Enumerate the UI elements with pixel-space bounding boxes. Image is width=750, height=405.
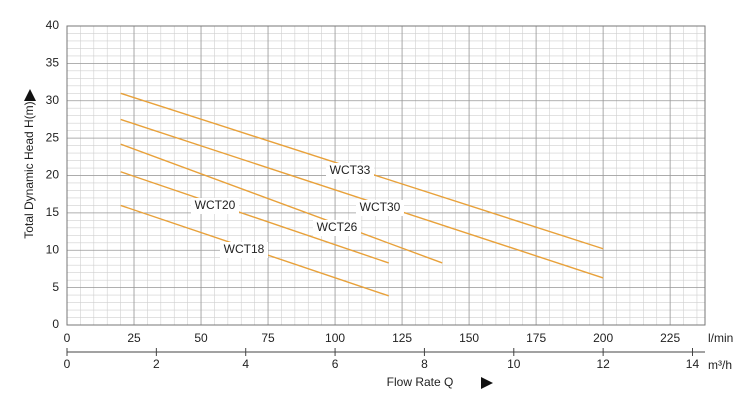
curve-label: WCT20 [195,198,236,212]
y-tick-label: 40 [46,18,60,32]
x-tick-label: 0 [64,331,71,345]
y-tick-label: 15 [46,205,60,219]
label-box [326,163,374,179]
x2-tick-label: 12 [596,357,610,371]
x-tick-label: 200 [593,331,613,345]
y-tick-label: 25 [46,130,60,144]
curve [120,118,604,279]
curve-label: WCT18 [224,242,265,256]
x-tick-label: 25 [127,331,141,345]
x2-tick-label: 2 [153,357,160,371]
y-tick-label: 30 [46,93,60,107]
y-tick-label: 0 [52,317,59,331]
y-arrow [24,89,36,101]
y-tick-label: 10 [46,242,60,256]
x-tick-label: 225 [660,331,680,345]
x-tick-label: 50 [194,331,208,345]
label-box [191,198,239,214]
x-tick-label: 125 [392,331,412,345]
x2-tick-label: 14 [686,357,700,371]
y-tick-label: 20 [46,168,60,182]
x-tick-label: 75 [261,331,275,345]
x2-tick-label: 8 [421,357,428,371]
label-box [220,242,268,258]
curve [120,143,443,264]
x-tick-label: 100 [325,331,345,345]
x-unit: l/min [708,331,733,345]
y-tick-label: 35 [46,56,60,70]
y-tick-label: 5 [52,280,59,294]
curve-label: WCT33 [330,163,371,177]
curve-label: WCT30 [360,200,401,214]
x-tick-label: 175 [526,331,546,345]
x2-tick-label: 6 [332,357,339,371]
curve-label: WCT26 [317,220,358,234]
curve [120,171,389,264]
y-axis-label: Total Dynamic Head H(m) [22,101,36,238]
x2-tick-label: 10 [507,357,521,371]
x-arrow [481,377,493,389]
x-tick-label: 150 [459,331,479,345]
x-axis-label: Flow Rate Q [387,375,454,389]
x2-tick-label: 0 [64,357,71,371]
label-box [313,220,361,236]
x2-tick-label: 4 [242,357,249,371]
x2-unit: m³/h [708,358,732,372]
plot-frame [66,25,706,326]
label-box [356,200,404,216]
